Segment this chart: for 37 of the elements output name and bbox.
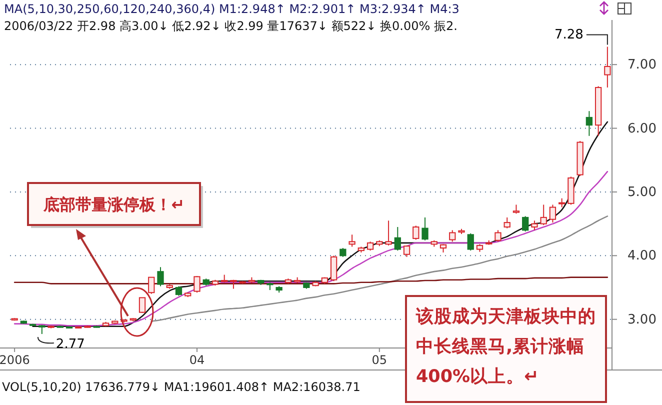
candlestick — [330, 255, 338, 282]
candlestick — [348, 234, 356, 248]
candlestick — [412, 225, 420, 240]
candlestick — [422, 216, 428, 241]
annotation: 2.77 — [56, 336, 85, 352]
x-tick-label: 05 — [372, 353, 388, 367]
y-tick-label: 5.00 — [628, 184, 656, 200]
candlestick — [522, 216, 529, 232]
annotation: 7.28 — [554, 28, 584, 43]
candlestick — [531, 220, 538, 231]
y-tick-label: 3.00 — [628, 312, 656, 328]
candlestick — [504, 216, 510, 229]
candlestick — [449, 230, 456, 242]
candlestick — [175, 286, 182, 296]
candlestick — [194, 276, 200, 294]
text: MA(5,10,30,250,60,120,240,360,4) M1:2.948↑ M2:2.901↑ M3:2.934↑ M4:3 — [4, 2, 460, 16]
y-tick-label: 6.00 — [628, 121, 656, 136]
candlestick — [604, 46, 611, 88]
candlestick — [157, 266, 164, 287]
candlestick — [394, 226, 401, 252]
y-tick-label: 7.00 — [628, 58, 656, 73]
candlestick — [549, 204, 556, 224]
candlestick — [586, 110, 593, 136]
candlestick — [138, 297, 146, 314]
candlestick — [467, 232, 474, 252]
x-tick-label: 2006 — [0, 353, 30, 367]
text: VOL(5,10,20) 17636.779↓ MA1:19601.408↑ MA2:16038.71 — [2, 380, 360, 394]
candlestick — [494, 230, 502, 242]
annotation: 2006/03/22 开2.98 高3.00↓ 低2.92↓ 收2.99 量17637↓ 额522↓ 换0.00% 振2. — [4, 19, 458, 33]
candlestick — [540, 204, 547, 226]
candlestick — [148, 276, 155, 294]
candlestick — [385, 220, 392, 246]
annotation: 底部带量涨停板！↵ — [42, 195, 185, 214]
annotation: 该股成为天津板块中的中长线黑马,累计涨幅400%以上。↵ — [415, 306, 596, 387]
x-tick-label: 04 — [189, 353, 205, 367]
line-series — [14, 170, 608, 326]
y-tick-label: 4.00 — [628, 248, 656, 264]
